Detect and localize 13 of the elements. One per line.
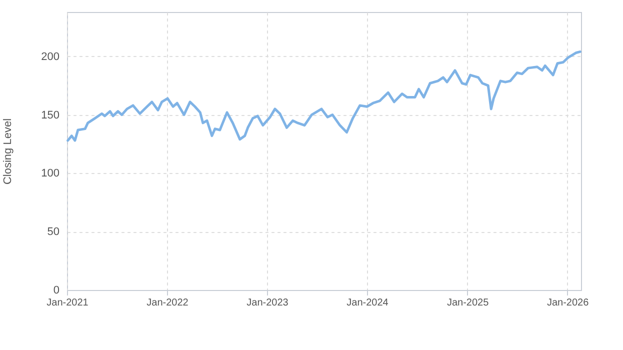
x-tick-label: Jan-2024 bbox=[346, 298, 389, 308]
x-tick-label: Jan-2023 bbox=[246, 298, 289, 308]
y-tick-label: 0 bbox=[53, 284, 60, 296]
y-tick-label: 200 bbox=[41, 50, 60, 63]
y-tick-label: 100 bbox=[41, 168, 60, 180]
x-tick-label: Jan-2022 bbox=[146, 298, 189, 308]
line-series bbox=[66, 50, 582, 142]
x-tick-label: Jan-2026 bbox=[546, 298, 590, 308]
y-tick-label: 50 bbox=[47, 226, 60, 238]
x-tick-label: Jan-2025 bbox=[446, 298, 490, 308]
x-tick-label: Jan-2021 bbox=[46, 298, 89, 308]
y-axis-title: Closing Level bbox=[2, 118, 14, 185]
y-tick-label: 150 bbox=[41, 109, 60, 122]
